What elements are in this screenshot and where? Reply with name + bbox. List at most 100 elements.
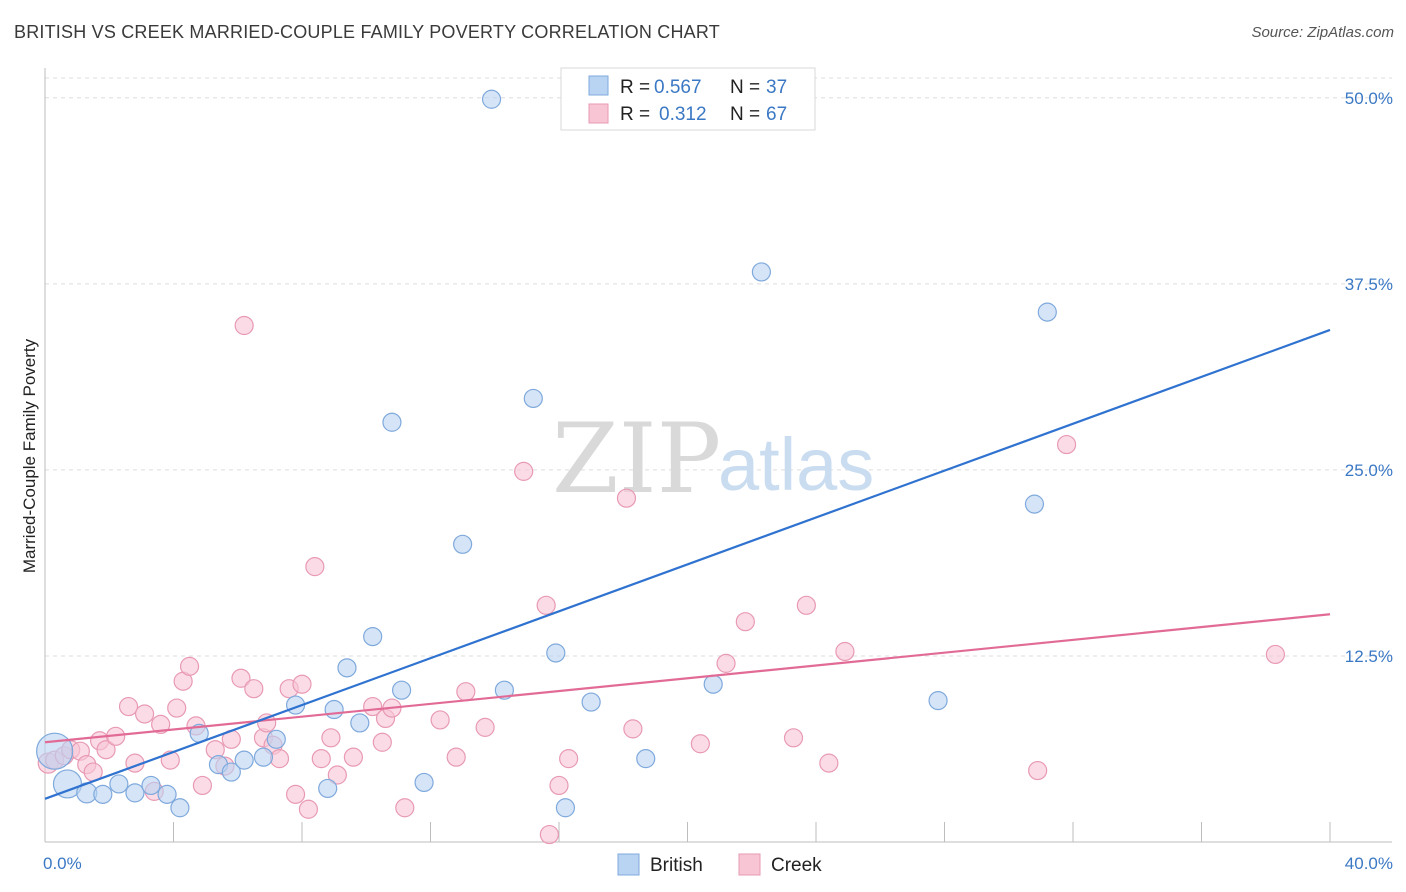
creek-point-51 <box>539 824 559 845</box>
british-points <box>36 89 1057 818</box>
creek-point-50 <box>536 595 556 615</box>
watermark: ZIP atlas <box>552 403 874 515</box>
british-point-33 <box>751 262 771 282</box>
series-legend: British Creek <box>617 853 822 876</box>
legend-creek-r-label: R = <box>620 104 650 125</box>
y-tick-label-2: 37.5% <box>1345 275 1393 294</box>
legend-creek-n-value: 67 <box>766 104 787 125</box>
creek-point-65 <box>1265 644 1285 665</box>
british-point-23 <box>414 772 434 793</box>
creek-point-56 <box>690 734 710 754</box>
british-point-19 <box>350 713 370 733</box>
creek-point-35 <box>305 557 325 577</box>
legend-british-label: British <box>650 855 703 876</box>
british-point-20 <box>363 626 383 647</box>
creek-point-34 <box>298 799 319 819</box>
creek-point-39 <box>343 747 363 767</box>
british-point-8 <box>170 798 190 818</box>
x-tick-label-max: 40.0% <box>1345 854 1393 873</box>
creek-point-46 <box>446 747 466 767</box>
british-point-13 <box>253 747 274 767</box>
british-point-16 <box>318 778 338 799</box>
tick-labels: 12.5% 25.0% 37.5% 50.0% 0.0% 40.0% <box>43 89 1393 873</box>
british-point-3 <box>93 784 113 804</box>
watermark-atlas: atlas <box>718 423 874 506</box>
british-legend-icon <box>617 853 640 876</box>
british-swatch-icon <box>588 75 609 96</box>
creek-point-53 <box>559 749 579 769</box>
british-trend-line <box>44 328 1331 800</box>
british-point-17 <box>324 699 344 720</box>
creek-point-45 <box>430 710 450 730</box>
creek-point-59 <box>783 728 804 748</box>
legend-creek-n-label: N = <box>730 104 760 125</box>
british-point-14 <box>266 729 286 749</box>
british-point-30 <box>581 692 601 712</box>
creek-point-63 <box>1028 760 1048 781</box>
legend-british-r-value: 0.567 <box>654 77 702 98</box>
british-point-25 <box>481 89 502 109</box>
british-point-0 <box>36 732 74 770</box>
creek-point-36 <box>311 749 331 769</box>
british-point-31 <box>636 749 656 769</box>
british-point-21 <box>382 412 402 432</box>
creek-point-62 <box>835 641 855 662</box>
creek-point-44 <box>395 798 415 818</box>
british-point-4 <box>109 774 129 794</box>
creek-point-25 <box>234 315 254 336</box>
creek-point-38 <box>327 765 347 785</box>
creek-point-26 <box>244 679 264 699</box>
creek-point-33 <box>292 674 312 694</box>
y-tick-label-3: 50.0% <box>1345 89 1393 108</box>
legend-creek-label: Creek <box>771 855 822 876</box>
y-axis-label: Married-Couple Family Poverty <box>20 338 39 573</box>
creek-point-10 <box>118 696 139 717</box>
source-credit: Source: ZipAtlas.com <box>1251 24 1394 41</box>
watermark-zip: ZIP <box>552 403 721 515</box>
y-tick-label-1: 25.0% <box>1345 461 1393 480</box>
creek-point-47 <box>456 682 476 702</box>
legend-british-n-label: N = <box>730 77 760 98</box>
creek-point-12 <box>134 704 155 724</box>
creek-point-8 <box>96 740 116 760</box>
british-point-35 <box>1024 494 1045 514</box>
creek-point-16 <box>167 698 187 718</box>
creek-swatch-icon <box>588 103 609 124</box>
creek-point-24 <box>231 668 251 688</box>
british-point-28 <box>546 643 566 663</box>
creek-point-61 <box>819 753 839 773</box>
british-point-34 <box>928 690 948 711</box>
creek-point-49 <box>514 461 534 481</box>
british-point-11 <box>221 762 241 782</box>
correlation-legend: R = 0.567 N = 37 R = 0.312 N = 67 <box>560 67 816 131</box>
creek-point-18 <box>179 656 200 676</box>
british-point-7 <box>157 784 177 804</box>
creek-point-28 <box>257 713 277 733</box>
british-point-22 <box>391 680 412 700</box>
creek-point-37 <box>321 728 341 748</box>
creek-point-60 <box>796 595 816 615</box>
british-point-29 <box>555 798 576 818</box>
british-point-36 <box>1037 302 1057 322</box>
creek-legend-icon <box>738 853 761 876</box>
legend-creek-r-value: 0.312 <box>659 104 707 125</box>
british-point-6 <box>141 775 161 796</box>
legend-british-r-label: R = <box>620 77 650 98</box>
creek-point-55 <box>623 719 643 739</box>
y-tick-label-0: 12.5% <box>1345 647 1393 666</box>
trend-lines <box>44 328 1331 800</box>
axes <box>44 68 1392 843</box>
british-point-18 <box>337 658 357 678</box>
british-point-27 <box>523 388 543 409</box>
creek-point-52 <box>549 775 569 796</box>
british-point-26 <box>494 680 514 700</box>
creek-point-32 <box>285 784 306 804</box>
creek-point-58 <box>735 612 755 632</box>
creek-point-14 <box>151 714 171 735</box>
british-point-32 <box>703 674 723 694</box>
creek-point-64 <box>1056 434 1077 455</box>
creek-point-30 <box>269 749 290 769</box>
creek-point-20 <box>192 775 213 796</box>
x-tick-label-min: 0.0% <box>43 854 82 873</box>
